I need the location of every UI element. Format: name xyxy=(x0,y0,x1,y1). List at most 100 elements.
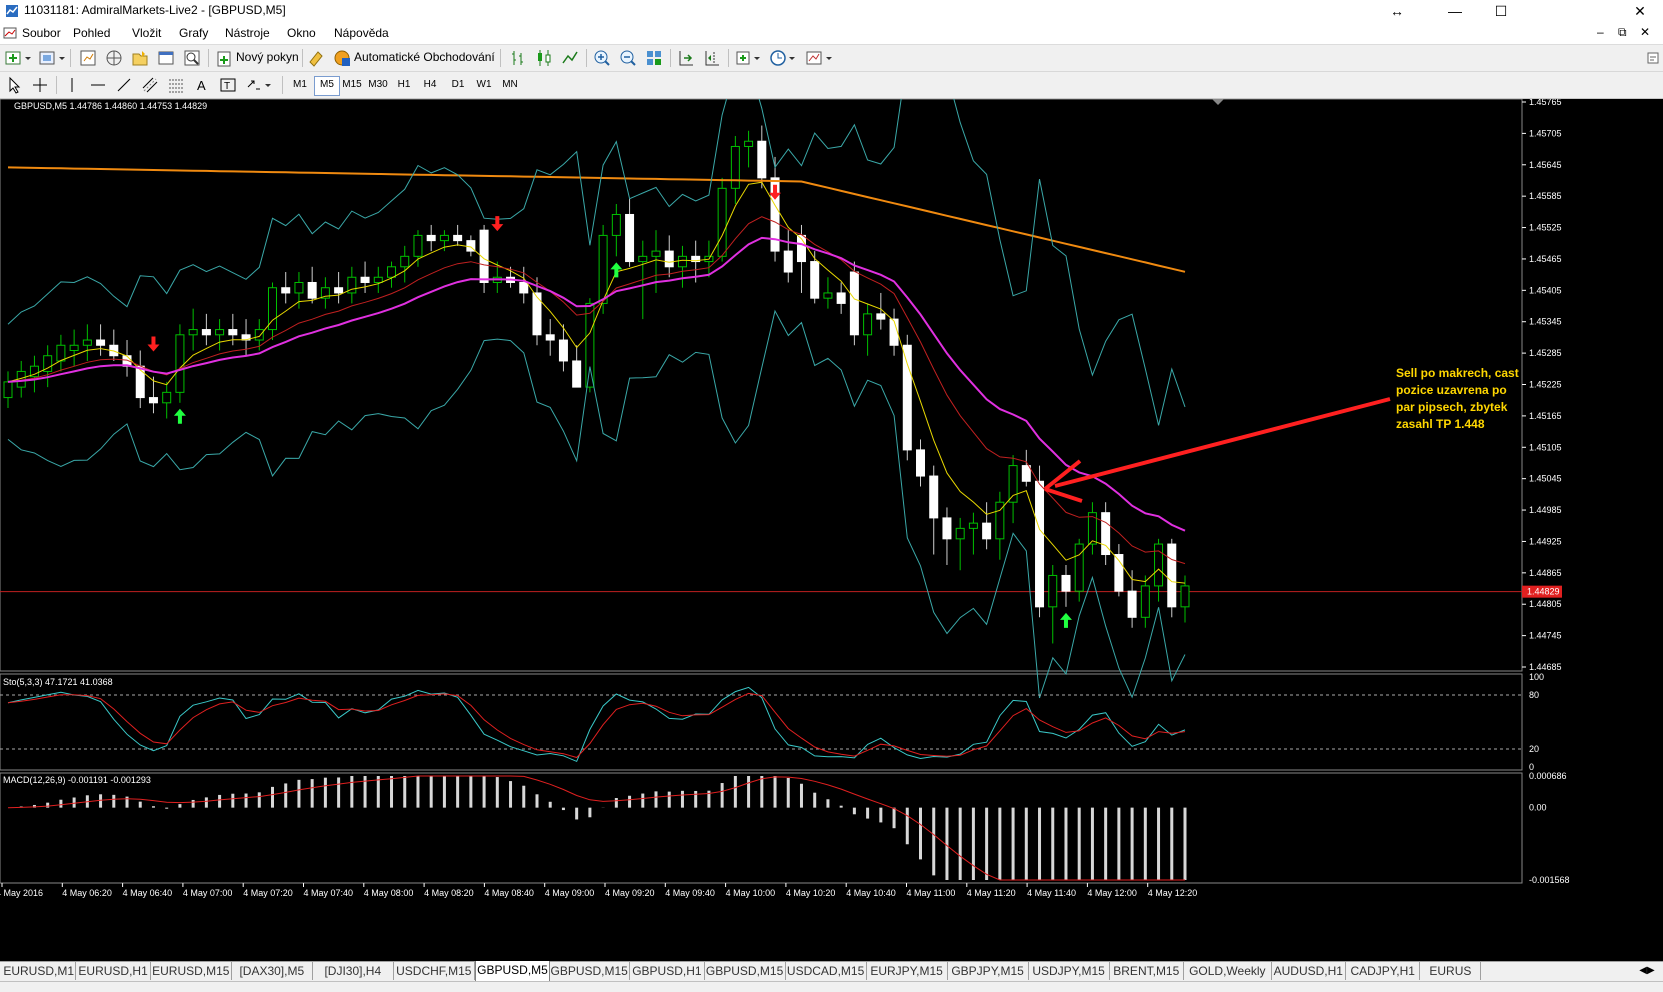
zoom-in-icon[interactable] xyxy=(592,48,612,68)
drawing-toolbar: A T M1 M5 M15 M30 H1 H4 D1 W1 MN xyxy=(0,72,1663,99)
symbol-tab[interactable]: USDCAD,M15 xyxy=(786,962,867,980)
new-order-button[interactable]: Nový pokyn xyxy=(236,50,299,64)
time-label: 4 May 10:20 xyxy=(786,888,836,898)
indicators-icon[interactable] xyxy=(734,48,764,68)
price-pane-border xyxy=(0,99,1523,672)
timeframe-d1[interactable]: D1 xyxy=(451,79,465,90)
mdi-close-button[interactable]: ✕ xyxy=(1640,25,1651,39)
horizontal-line-icon[interactable] xyxy=(88,75,108,95)
candle-body xyxy=(677,255,687,268)
timeframe-m30[interactable]: M30 xyxy=(368,79,388,90)
buy-arrow-icon xyxy=(173,408,186,424)
market-watch-icon[interactable] xyxy=(78,48,98,68)
candle-body xyxy=(1180,585,1190,608)
candle-body xyxy=(1021,465,1031,482)
menu-napoveda[interactable]: Nápověda xyxy=(334,26,389,40)
vertical-line-icon[interactable] xyxy=(62,75,82,95)
auto-trading-icon[interactable] xyxy=(332,48,352,68)
stoch-scale-label: 20 xyxy=(1529,744,1539,754)
symbol-tab[interactable]: EURJPY,M15 xyxy=(867,962,948,980)
symbol-tab[interactable]: EURUSD,M1 xyxy=(2,962,77,980)
timeframe-mn[interactable]: MN xyxy=(502,79,518,90)
symbol-tab[interactable]: GBPUSD,M15 xyxy=(705,962,786,980)
timeframe-h4[interactable]: H4 xyxy=(423,79,437,90)
symbol-tab[interactable]: EURUS xyxy=(1420,962,1482,980)
terminal-icon[interactable] xyxy=(156,48,176,68)
tile-windows-icon[interactable] xyxy=(644,48,664,68)
crosshair-icon[interactable] xyxy=(30,75,50,95)
trendline-icon[interactable] xyxy=(114,75,134,95)
zoom-out-icon[interactable] xyxy=(618,48,638,68)
price-chart[interactable]: GBPUSD,M5 1.44786 1.44860 1.44753 1.4482… xyxy=(0,99,1663,961)
navigator-icon[interactable] xyxy=(130,48,150,68)
symbol-tab[interactable]: EURUSD,H1 xyxy=(76,962,151,980)
ema-fast-line xyxy=(7,181,1186,584)
menu-vlozit[interactable]: Vložit xyxy=(132,26,162,40)
maximize-button[interactable]: ☐ xyxy=(1494,3,1508,19)
symbol-tab[interactable]: [DAX30],M5 xyxy=(232,962,313,980)
close-button[interactable]: ✕ xyxy=(1634,3,1646,19)
auto-trading-button[interactable]: Automatické Obchodování xyxy=(354,50,495,64)
timeframe-h1[interactable]: H1 xyxy=(397,79,411,90)
profiles-icon[interactable] xyxy=(38,48,66,68)
candlesticks-icon[interactable] xyxy=(534,48,554,68)
menu-nastroje[interactable]: Nástroje xyxy=(225,26,270,40)
new-order-icon[interactable] xyxy=(214,48,234,68)
data-window-icon[interactable] xyxy=(104,48,124,68)
symbol-tab[interactable]: GOLD,Weekly xyxy=(1184,962,1272,980)
periods-icon[interactable] xyxy=(768,48,798,68)
candle-body xyxy=(96,339,106,346)
chart-shift-icon[interactable] xyxy=(702,48,722,68)
candle-body xyxy=(876,313,886,320)
fibonacci-icon[interactable] xyxy=(166,75,186,95)
mdi-minimize-button[interactable]: – xyxy=(1597,25,1604,39)
symbol-tab[interactable]: GBPUSD,H1 xyxy=(630,962,705,980)
buy-arrow-icon xyxy=(1059,612,1072,628)
price-label: 1.45285 xyxy=(1529,348,1562,358)
buy-arrow-icon xyxy=(610,262,623,278)
bollinger-lower-line xyxy=(7,309,1186,699)
auto-scroll-icon[interactable] xyxy=(676,48,696,68)
mdi-restore-button[interactable]: ⧉ xyxy=(1618,25,1627,39)
tab-scroll-icon[interactable]: ◀▶ xyxy=(1639,965,1655,976)
templates-icon[interactable] xyxy=(804,48,834,68)
text-icon[interactable]: A xyxy=(192,75,212,95)
community-icon[interactable] xyxy=(1646,51,1660,65)
timeframe-m1[interactable]: M1 xyxy=(293,79,307,90)
minimize-button[interactable]: — xyxy=(1448,3,1462,19)
strategy-tester-icon[interactable] xyxy=(182,48,202,68)
symbol-tab[interactable]: GBPUSD,M5 xyxy=(474,961,551,982)
symbol-tab[interactable]: [DJI30],H4 xyxy=(313,962,394,980)
symbol-tab[interactable]: AUDUSD,H1 xyxy=(1272,962,1346,980)
cursor-icon[interactable] xyxy=(4,75,24,95)
time-label: 4 May 09:00 xyxy=(545,888,595,898)
menu-pohled[interactable]: Pohled xyxy=(73,26,111,40)
symbol-tab[interactable]: USDJPY,M15 xyxy=(1029,962,1110,980)
meta-editor-icon[interactable] xyxy=(306,48,326,68)
annotation-line-4: zasahl TP 1.448 xyxy=(1396,417,1485,431)
symbol-tab[interactable]: GBPUSD,M15 xyxy=(549,962,631,980)
symbol-tab[interactable]: USDCHF,M15 xyxy=(394,962,475,980)
candle-body xyxy=(373,276,383,283)
candle-body xyxy=(188,329,198,336)
price-label: 1.45105 xyxy=(1529,442,1562,452)
menu-okno[interactable]: Okno xyxy=(287,26,316,40)
chart-window[interactable]: GBPUSD,M5 1.44786 1.44860 1.44753 1.4482… xyxy=(0,99,1663,961)
menu-soubor[interactable]: Soubor xyxy=(22,26,61,40)
timeframe-m15[interactable]: M15 xyxy=(342,79,362,90)
candle-body xyxy=(796,234,806,263)
timeframe-m5[interactable]: M5 xyxy=(314,76,340,96)
new-chart-icon[interactable] xyxy=(4,48,32,68)
symbol-tab[interactable]: GBPJPY,M15 xyxy=(948,962,1029,980)
equidistant-channel-icon[interactable] xyxy=(140,75,160,95)
line-chart-icon[interactable] xyxy=(560,48,580,68)
symbol-tab[interactable]: BRENT,M15 xyxy=(1110,962,1184,980)
resize-icon[interactable]: ↔ xyxy=(1390,3,1404,19)
symbol-tab[interactable]: CADJPY,H1 xyxy=(1346,962,1421,980)
text-label-icon[interactable]: T xyxy=(218,75,238,95)
symbol-tab[interactable]: EURUSD,M15 xyxy=(151,962,232,980)
bar-chart-icon[interactable] xyxy=(508,48,528,68)
timeframe-w1[interactable]: W1 xyxy=(476,79,492,90)
menu-grafy[interactable]: Grafy xyxy=(179,26,209,40)
arrows-icon[interactable] xyxy=(244,75,274,95)
